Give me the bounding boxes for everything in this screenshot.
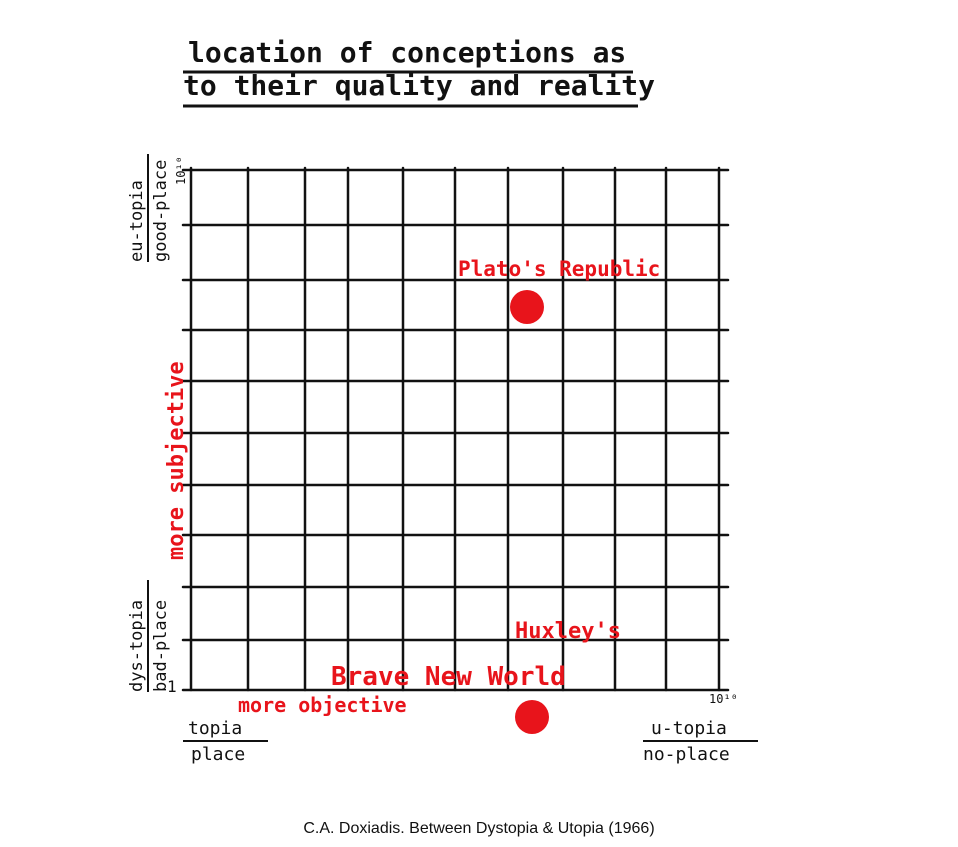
y-bottom-tick: 1: [167, 677, 177, 696]
hand-drawn-diagram: location of conceptions as to their qual…: [127, 36, 758, 765]
more-objective-label: more objective: [238, 693, 407, 717]
paper-sheet: location of conceptions as to their qual…: [103, 0, 770, 812]
more-subjective-label: more subjective: [164, 361, 189, 560]
figure-caption: C.A. Doxiadis. Between Dystopia & Utopia…: [303, 820, 655, 837]
y-axis-top-label: eu-topia good-place: [127, 154, 171, 262]
dys-topia-label: dys-topia: [127, 600, 147, 692]
title-line-1: location of conceptions as: [188, 36, 626, 69]
bad-place-label: bad-place: [151, 600, 171, 692]
grid: [181, 166, 730, 692]
title-line-2: to their quality and reality: [183, 69, 655, 102]
x-axis-right-label: u-topia no-place: [643, 718, 758, 765]
good-place-label: good-place: [151, 160, 171, 262]
platos-republic-label: Plato's Republic: [458, 257, 660, 281]
brave-new-world-label: Brave New World: [331, 662, 566, 692]
x-axis-left-label: topia place: [183, 718, 268, 765]
no-place-label: no-place: [643, 744, 730, 765]
u-topia-label: u-topia: [651, 718, 727, 739]
y-axis-bottom-label: dys-topia bad-place: [127, 580, 171, 692]
huxleys-label: Huxley's: [515, 619, 621, 644]
topia-label: topia: [188, 718, 242, 739]
brave-new-world-point: [515, 700, 549, 734]
platos-republic-point: [510, 290, 544, 324]
place-label: place: [191, 744, 245, 765]
eu-topia-label: eu-topia: [127, 180, 147, 262]
y-top-tick: 10¹⁰: [174, 156, 188, 185]
x-right-tick: 10¹⁰: [709, 692, 738, 706]
